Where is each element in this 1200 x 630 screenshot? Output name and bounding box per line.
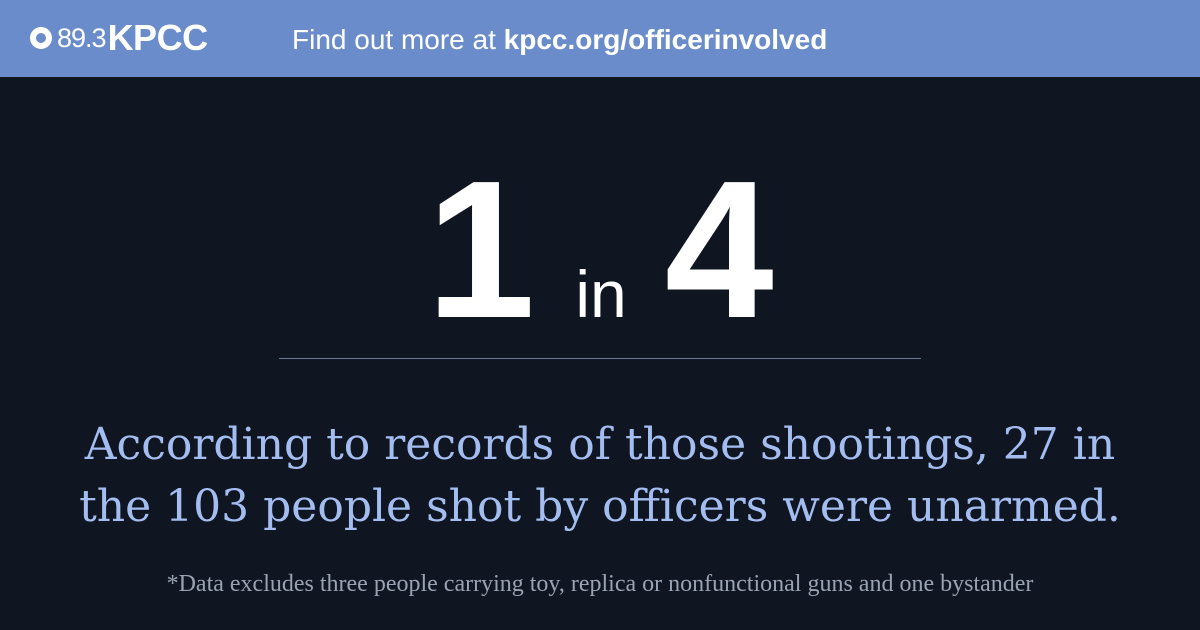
logo-ring-icon [30, 27, 52, 49]
header-bar: 89.3 KPCC Find out more at kpcc.org/offi… [0, 0, 1200, 77]
stat-description-line-1: According to records of those shootings,… [84, 419, 1116, 470]
logo-frequency: 89.3 [57, 23, 107, 53]
stat-denominator: 4 [664, 140, 774, 359]
find-out-more-prefix: Find out more at [292, 24, 504, 55]
find-out-more-text: Find out more at kpcc.org/officerinvolve… [292, 20, 827, 60]
stat-numerator: 1 [426, 140, 536, 359]
logo-callsign: KPCC [107, 17, 209, 58]
data-footnote: *Data excludes three people carrying toy… [166, 571, 1034, 597]
stat-connector: in [575, 257, 627, 331]
stat-description: According to records of those shootings,… [40, 414, 1160, 538]
stat-description-line-2: the 103 people shot by officers were una… [79, 481, 1121, 532]
divider-line [279, 358, 921, 359]
officer-involved-link[interactable]: kpcc.org/officerinvolved [503, 24, 828, 55]
kpcc-logo[interactable]: 89.3 KPCC [30, 18, 208, 58]
headline-stat: 1 in 4 [0, 152, 1200, 348]
